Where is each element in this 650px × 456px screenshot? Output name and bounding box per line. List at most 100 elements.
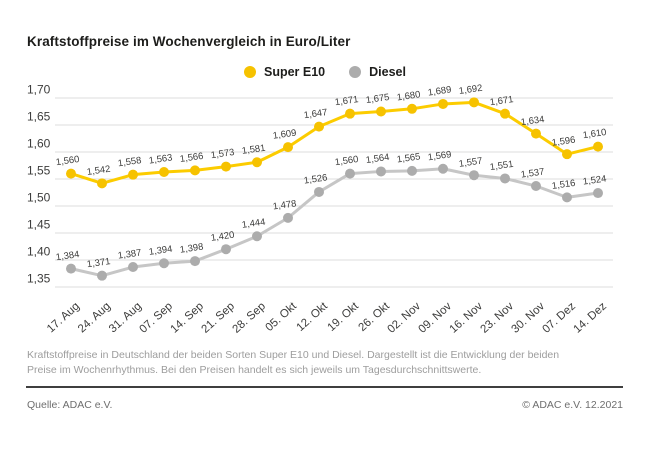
data-point-label-diesel: 1,394 <box>148 244 173 258</box>
y-tick-label: 1,35 <box>27 272 51 286</box>
x-tick-label: 14. Dez <box>572 300 610 336</box>
data-point-super-e10 <box>593 141 603 152</box>
x-tick-label: 17. Aug <box>45 300 82 335</box>
y-tick-label: 1,45 <box>27 218 51 232</box>
data-point-label-super-e10: 1,610 <box>582 127 607 141</box>
data-point-diesel <box>593 188 603 199</box>
data-point-super-e10 <box>314 121 324 132</box>
data-point-label-diesel: 1,371 <box>86 256 111 270</box>
data-point-label-diesel: 1,420 <box>210 230 235 244</box>
x-tick-label: 14. Sep <box>169 300 206 335</box>
data-point-super-e10 <box>128 169 138 180</box>
x-tick-label: 24. Aug <box>76 300 113 335</box>
x-tick-label: 05. Okt <box>263 300 299 334</box>
data-point-label-diesel: 1,398 <box>179 242 204 256</box>
data-point-label-diesel: 1,526 <box>303 172 328 186</box>
legend-marker-diesel <box>349 66 362 78</box>
data-point-super-e10 <box>531 128 541 139</box>
x-tick-label: 19. Okt <box>325 300 361 334</box>
data-point-diesel <box>97 270 107 281</box>
legend-label-diesel: Diesel <box>369 65 406 79</box>
data-point-super-e10 <box>159 166 169 177</box>
data-point-label-super-e10: 1,573 <box>210 147 235 161</box>
x-tick-label: 30. Nov <box>510 300 548 336</box>
data-point-super-e10 <box>345 108 355 119</box>
x-tick-label: 07. Sep <box>138 300 175 335</box>
data-point-label-super-e10: 1,558 <box>117 155 142 169</box>
chart-footnote: Kraftstoffpreise in Deutschland der beid… <box>27 349 560 376</box>
data-point-diesel <box>407 165 417 176</box>
data-point-label-diesel: 1,557 <box>458 156 483 170</box>
data-point-diesel <box>283 212 293 223</box>
data-point-diesel <box>314 186 324 197</box>
data-point-super-e10 <box>407 103 417 114</box>
x-tick-label: 23. Nov <box>479 300 517 336</box>
data-point-label-super-e10: 1,609 <box>272 128 297 142</box>
data-point-diesel <box>562 192 572 203</box>
legend-item-diesel: Diesel <box>349 65 406 79</box>
data-point-label-diesel: 1,537 <box>520 166 545 180</box>
y-tick-label: 1,70 <box>27 84 51 97</box>
data-point-label-super-e10: 1,680 <box>396 89 421 103</box>
data-point-label-diesel: 1,444 <box>241 217 266 231</box>
data-point-diesel <box>469 170 479 181</box>
legend-label-super-e10: Super E10 <box>264 65 326 79</box>
x-tick-label: 16. Nov <box>448 300 486 336</box>
x-tick-label: 28. Sep <box>231 300 268 335</box>
data-point-super-e10 <box>252 157 262 168</box>
footer: Quelle: ADAC e.V. © ADAC e.V. 12.2021 <box>27 399 623 411</box>
data-point-super-e10 <box>500 108 510 119</box>
data-point-label-super-e10: 1,596 <box>551 135 576 149</box>
data-point-label-super-e10: 1,563 <box>148 152 173 166</box>
data-point-label-super-e10: 1,560 <box>55 154 80 168</box>
data-point-diesel <box>438 163 448 174</box>
data-point-super-e10 <box>66 168 76 179</box>
data-point-label-diesel: 1,569 <box>427 149 452 163</box>
y-tick-label: 1,65 <box>27 110 51 124</box>
series-line-super-e10 <box>69 100 600 185</box>
legend-item-super-e10: Super E10 <box>244 65 325 79</box>
data-point-label-diesel: 1,524 <box>582 173 607 187</box>
data-point-diesel <box>345 168 355 179</box>
data-point-super-e10 <box>438 98 448 109</box>
data-point-label-super-e10: 1,581 <box>241 143 266 157</box>
x-tick-label: 21. Sep <box>200 300 237 335</box>
data-point-label-super-e10: 1,566 <box>179 151 204 165</box>
data-point-diesel <box>252 231 262 242</box>
data-point-label-super-e10: 1,689 <box>427 84 452 98</box>
data-point-super-e10 <box>221 161 231 172</box>
legend-marker-super-e10 <box>244 66 256 78</box>
data-point-diesel <box>190 256 200 267</box>
data-point-super-e10 <box>376 106 386 117</box>
x-tick-label: 09. Nov <box>417 300 455 336</box>
data-point-label-super-e10: 1,675 <box>365 92 390 106</box>
data-point-label-super-e10: 1,671 <box>334 94 359 108</box>
data-point-super-e10 <box>97 178 107 189</box>
data-point-label-diesel: 1,564 <box>365 152 390 166</box>
y-tick-label: 1,55 <box>27 164 51 178</box>
data-point-label-diesel: 1,516 <box>551 178 576 192</box>
data-point-label-super-e10: 1,647 <box>303 107 328 121</box>
data-point-label-diesel: 1,387 <box>117 247 142 261</box>
data-point-super-e10 <box>469 97 479 108</box>
y-tick-label: 1,40 <box>27 245 51 259</box>
data-point-label-super-e10: 1,542 <box>86 164 111 178</box>
x-tick-label: 12. Okt <box>294 300 330 334</box>
data-point-diesel <box>221 244 231 255</box>
data-point-super-e10 <box>283 142 293 153</box>
y-tick-label: 1,50 <box>27 191 51 205</box>
x-tick-label: 07. Dez <box>541 300 579 336</box>
x-tick-label: 02. Nov <box>386 300 424 336</box>
data-point-super-e10 <box>562 149 572 160</box>
data-point-label-super-e10: 1,634 <box>520 114 545 128</box>
data-point-diesel <box>159 258 169 269</box>
data-point-diesel <box>376 166 386 177</box>
page-title: Kraftstoffpreise im Wochenvergleich in E… <box>27 34 351 49</box>
data-point-label-diesel: 1,384 <box>55 249 80 263</box>
data-point-label-diesel: 1,478 <box>272 198 297 212</box>
data-point-super-e10 <box>190 165 200 176</box>
y-tick-label: 1,60 <box>27 137 51 151</box>
data-point-label-diesel: 1,551 <box>489 159 514 173</box>
chart-legend: Super E10 Diesel <box>0 65 650 79</box>
